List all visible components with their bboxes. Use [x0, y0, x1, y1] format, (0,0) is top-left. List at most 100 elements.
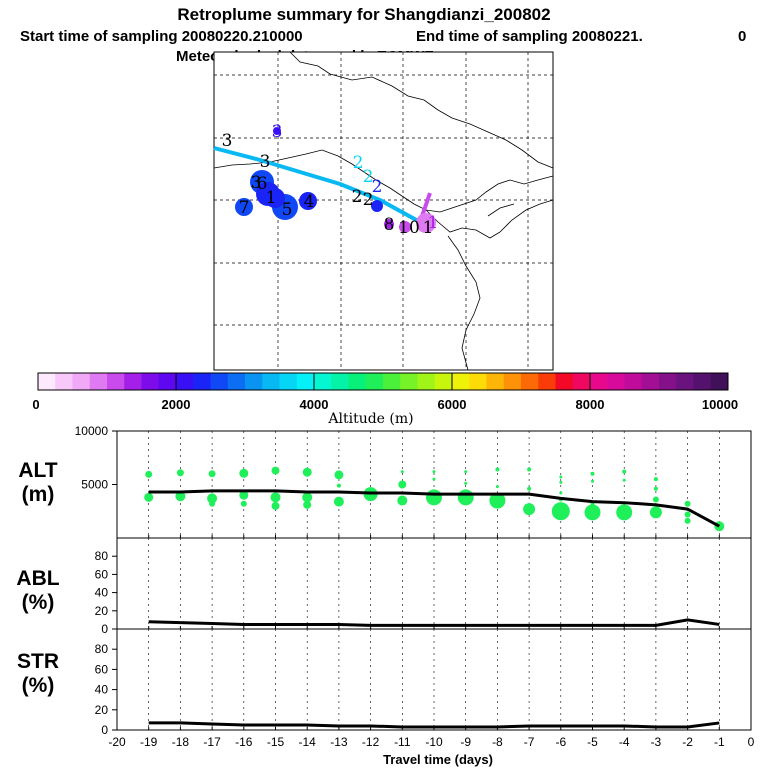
plume-circle — [235, 198, 253, 216]
colorbar-tick-label: 2000 — [162, 397, 191, 412]
altitude-scatter-point — [622, 469, 627, 474]
y-tick-label: 40 — [95, 683, 109, 697]
colorbar-swatch — [227, 373, 246, 390]
altitude-scatter-point — [591, 479, 594, 483]
colorbar-swatch — [590, 373, 608, 390]
map-label: 3 — [260, 152, 271, 172]
map-label: 3 — [272, 122, 283, 142]
colorbar-tick-label: 0 — [32, 397, 39, 412]
altitude-scatter-point — [464, 481, 468, 485]
altitude-scatter-point — [239, 468, 249, 478]
series-line-str — [148, 721, 720, 729]
altitude-scatter-point — [270, 492, 281, 503]
y-tick-label: 60 — [95, 662, 109, 676]
y-tick-label: 80 — [95, 642, 109, 656]
map-label: 8 — [384, 215, 395, 235]
colorbar-swatch — [245, 373, 263, 390]
alt-ylabel-unit: (m) — [22, 483, 55, 506]
altitude-scatter-point — [302, 492, 313, 503]
x-tick-label: -13 — [330, 735, 348, 749]
altitude-scatter-point — [457, 489, 474, 506]
altitude-scatter-point — [333, 496, 344, 507]
colorbar-tick-label: 8000 — [576, 397, 605, 412]
altitude-scatter-point — [144, 492, 154, 502]
trajectory-mean-line — [213, 146, 421, 224]
colorbar-swatch — [710, 373, 729, 390]
colorbar-swatch — [55, 373, 73, 390]
colorbar-label: Altitude (m) — [327, 411, 413, 427]
altitude-scatter-point — [400, 470, 404, 474]
border-north — [289, 51, 554, 169]
colorbar-swatch — [521, 373, 539, 390]
x-tick-label: -18 — [172, 735, 190, 749]
colorbar-swatch — [572, 373, 591, 390]
x-tick-label: -20 — [108, 735, 126, 749]
map-label: 1 — [266, 188, 277, 208]
plume-circle — [384, 219, 394, 229]
alt-ylabel: ALT — [18, 459, 57, 482]
colorbar-swatch — [538, 373, 556, 390]
subtitle-end: End time of sampling 20080221. — [416, 28, 643, 45]
y-tick-label: 0 — [101, 622, 108, 636]
map-label: 1 — [423, 218, 434, 238]
colorbar-tick-label: 6000 — [438, 397, 467, 412]
altitude-scatter-point — [145, 470, 153, 478]
x-tick-label: -1 — [714, 735, 725, 749]
plume-circle — [416, 213, 436, 233]
x-tick-label: 0 — [748, 735, 755, 749]
colorbar-swatch — [107, 373, 125, 390]
map-label: 5 — [282, 200, 293, 220]
altitude-scatter-point — [209, 500, 216, 507]
map-label: 2 — [353, 153, 364, 173]
x-axis-label: Travel time (days) — [383, 752, 493, 767]
altitude-scatter-point — [653, 486, 658, 491]
x-tick-label: -19 — [140, 735, 158, 749]
altitude-scatter-point — [397, 495, 408, 506]
altitude-scatter-point — [432, 470, 436, 474]
series-line-alt — [148, 489, 721, 528]
colorbar-swatch — [262, 373, 280, 390]
x-tick-label: -10 — [425, 735, 443, 749]
y-tick-label: 5000 — [81, 478, 108, 492]
colorbar-swatch — [141, 373, 160, 390]
y-tick-label: 80 — [95, 549, 109, 563]
altitude-scatter-point — [303, 500, 312, 509]
altitude-scatter-point — [616, 504, 633, 521]
map-label: 3 — [251, 173, 262, 193]
colorbar-swatch — [124, 373, 142, 390]
map-label: 4 — [304, 192, 315, 212]
colorbar-tick-label: 10000 — [702, 397, 738, 412]
coast-east — [425, 209, 501, 239]
colorbar-swatch — [158, 373, 177, 390]
colorbar-tick-label: 4000 — [300, 397, 329, 412]
colorbar-swatch — [693, 373, 712, 390]
y-tick-label: 20 — [95, 703, 109, 717]
altitude-scatter-point — [495, 485, 499, 489]
colorbar-swatch — [314, 373, 332, 390]
map-label: 2 — [363, 167, 374, 187]
plume-clusters — [235, 127, 436, 233]
map-labels: 3 3 3 2 2 2 2 2 3 1 5 6 7 4 8 10 1 1 — [222, 122, 439, 238]
altitude-scatter-point — [684, 511, 691, 518]
x-tick-label: -6 — [555, 735, 566, 749]
colorbar-swatch — [607, 373, 625, 390]
abl-ylabel-unit: (%) — [22, 591, 55, 614]
altitude-scatter-point — [523, 503, 536, 516]
colorbar-swatch — [383, 373, 401, 390]
altitude-scatter-point — [398, 480, 407, 489]
colorbar-swatch — [193, 373, 211, 390]
str-ylabel: STR — [17, 650, 59, 673]
subtitle-start: Start time of sampling 20080220.210000 — [20, 28, 303, 45]
border-south — [213, 149, 554, 213]
colorbar-swatch — [452, 373, 470, 390]
y-tick-label: 10000 — [75, 424, 109, 438]
altitude-scatter-point — [559, 475, 563, 479]
plume-circle — [273, 127, 281, 135]
x-tick-label: -4 — [619, 735, 630, 749]
map-frame — [213, 51, 554, 371]
colorbar-dividers — [175, 373, 591, 390]
altitude-scatter-point — [527, 486, 532, 491]
y-tick-label: 20 — [95, 604, 109, 618]
y-tick-label: 0 — [101, 723, 108, 737]
